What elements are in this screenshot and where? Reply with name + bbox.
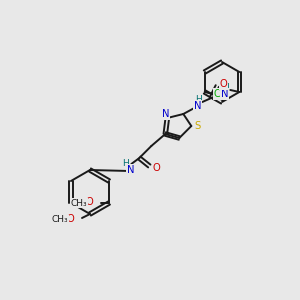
Text: O: O	[85, 197, 93, 207]
Text: H: H	[222, 83, 229, 92]
Text: N: N	[162, 109, 169, 119]
Text: O: O	[219, 79, 227, 89]
Text: N: N	[220, 89, 228, 99]
Text: H: H	[122, 158, 129, 167]
Text: CH₃: CH₃	[52, 215, 68, 224]
Text: N: N	[194, 101, 201, 111]
Text: S: S	[194, 121, 200, 131]
Text: Cl: Cl	[214, 89, 224, 99]
Text: O: O	[66, 214, 74, 224]
Text: CH₃: CH₃	[71, 199, 87, 208]
Text: N: N	[127, 165, 134, 175]
Text: O: O	[152, 163, 160, 173]
Text: H: H	[195, 94, 202, 103]
